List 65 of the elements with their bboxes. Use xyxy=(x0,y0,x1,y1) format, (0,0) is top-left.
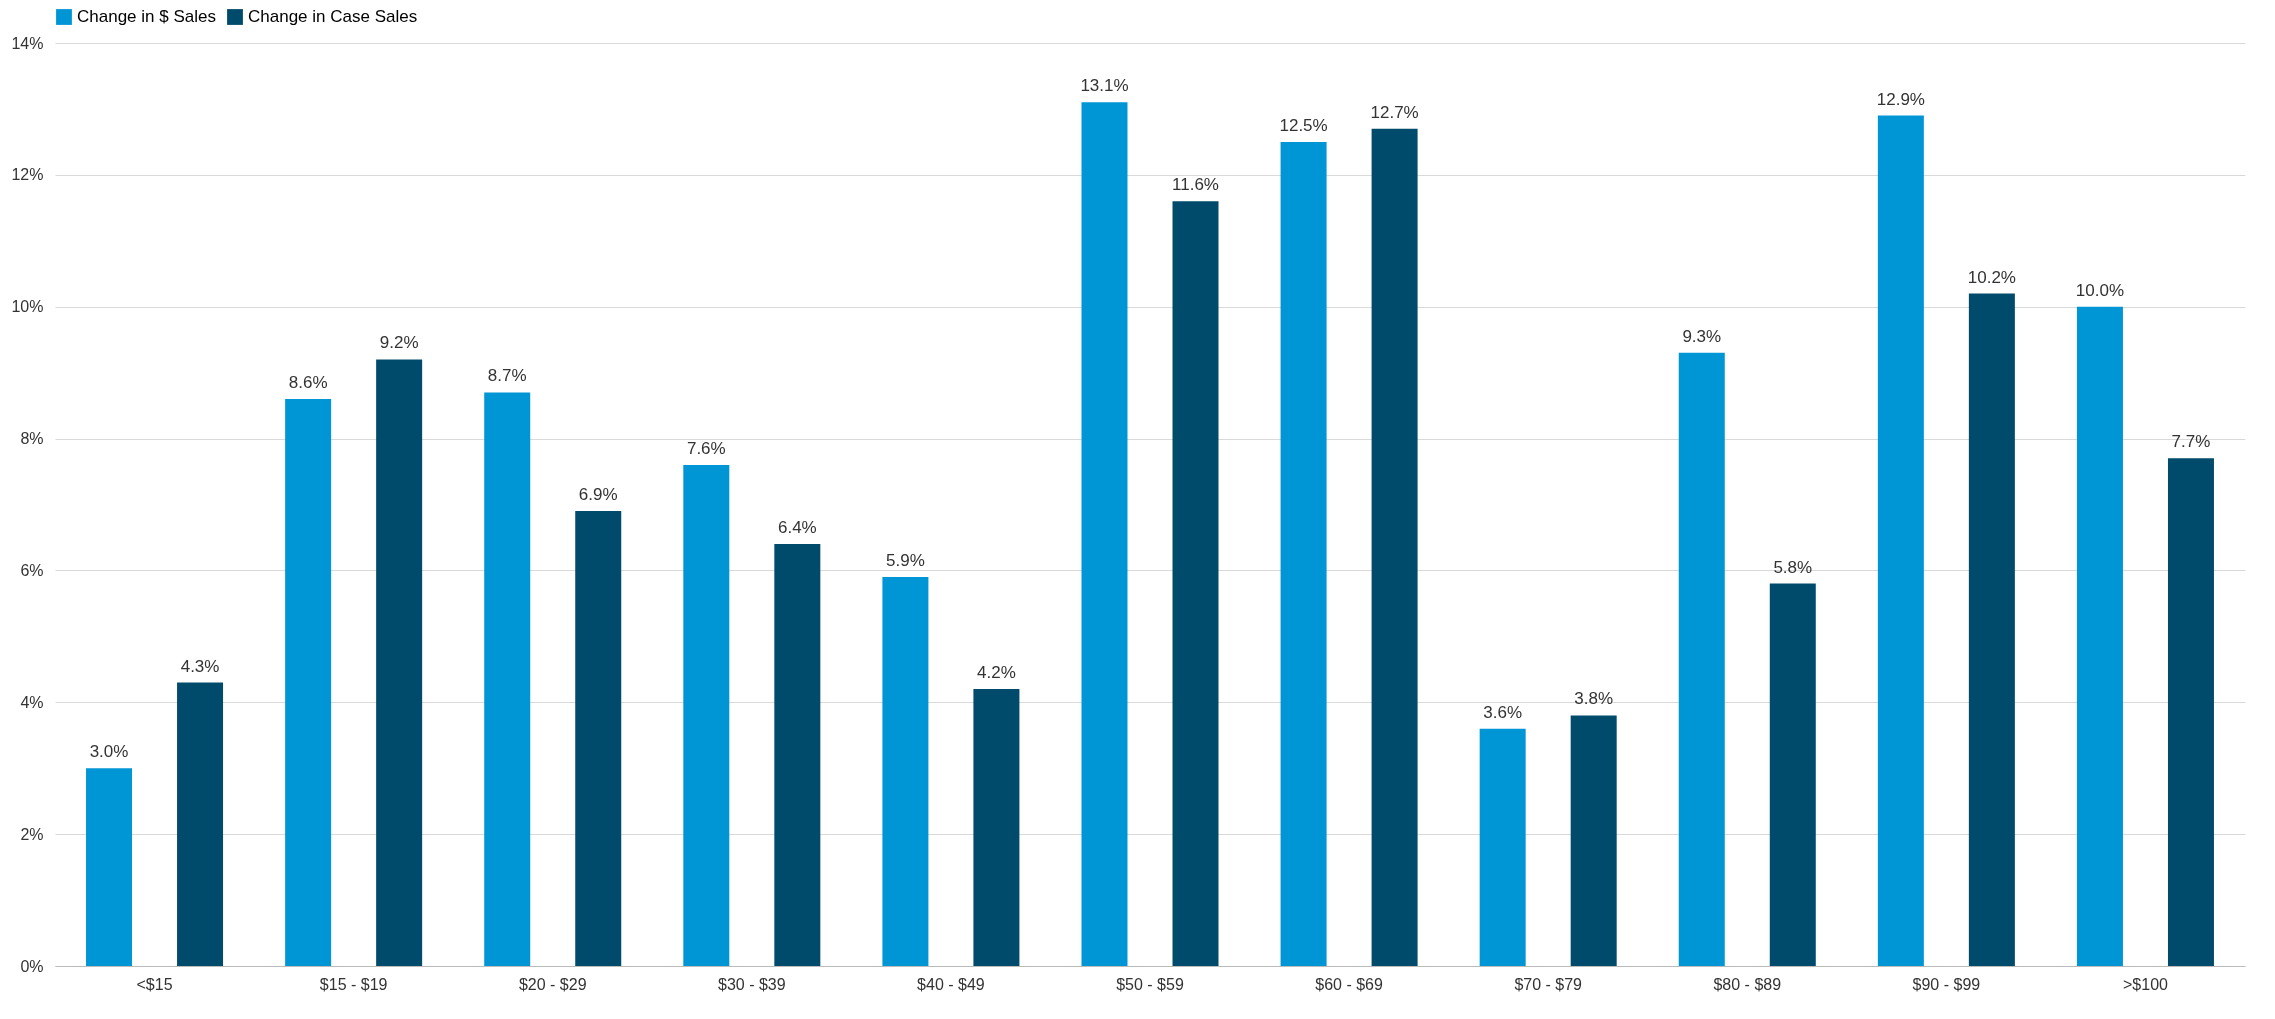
bar xyxy=(1172,201,1219,966)
bar xyxy=(1371,128,1418,966)
data-label: 4.2% xyxy=(977,663,1016,683)
bar xyxy=(2167,458,2214,966)
bar xyxy=(774,544,821,966)
bar xyxy=(1570,715,1617,966)
data-label: 9.2% xyxy=(379,333,419,353)
bar xyxy=(1280,141,1327,966)
bar xyxy=(575,511,622,966)
data-label: 10.0% xyxy=(2075,280,2125,300)
bar xyxy=(285,399,332,966)
bar xyxy=(376,359,423,966)
y-tick-label: 6% xyxy=(20,561,44,579)
x-tick-label: $40 - $49 xyxy=(917,975,985,993)
data-label: 3.0% xyxy=(89,742,129,762)
y-tick-label: 2% xyxy=(20,825,44,843)
data-label: 4.3% xyxy=(180,656,220,676)
legend-label: Change in $ Sales xyxy=(77,7,216,26)
y-tick-label: 14% xyxy=(11,34,44,52)
bar xyxy=(1769,583,1816,966)
bar xyxy=(177,682,224,966)
x-tick-label: $60 - $69 xyxy=(1315,975,1383,993)
x-tick-label: $70 - $79 xyxy=(1514,975,1583,993)
bar xyxy=(683,464,730,966)
data-label: 5.9% xyxy=(886,551,925,571)
y-tick-label: 0% xyxy=(20,957,44,975)
x-tick-label: $50 - $59 xyxy=(1116,975,1184,993)
data-label: 13.1% xyxy=(1080,76,1129,96)
bar xyxy=(2076,306,2123,966)
y-tick-label: 10% xyxy=(11,298,44,316)
bar xyxy=(1081,102,1128,966)
bar xyxy=(882,577,929,966)
bar xyxy=(86,768,133,966)
data-label: 9.3% xyxy=(1682,326,1722,346)
data-label: 3.6% xyxy=(1483,702,1523,722)
data-label: 11.6% xyxy=(1172,175,1219,195)
x-tick-label: >$100 xyxy=(2122,975,2169,993)
data-label: 5.8% xyxy=(1773,557,1813,577)
x-tick-label: $80 - $89 xyxy=(1713,975,1782,993)
data-label: 8.6% xyxy=(288,373,328,393)
bar xyxy=(484,392,531,966)
bar xyxy=(1678,352,1725,966)
y-tick-label: 12% xyxy=(11,166,44,184)
data-label: 7.7% xyxy=(2171,432,2211,452)
data-label: 12.5% xyxy=(1279,115,1328,135)
data-label: 8.7% xyxy=(487,366,527,386)
x-tick-label: <$15 xyxy=(136,975,173,993)
y-tick-label: 4% xyxy=(20,693,44,711)
data-label: 12.7% xyxy=(1370,102,1419,122)
data-label: 6.4% xyxy=(777,518,817,538)
x-tick-label: $30 - $39 xyxy=(718,975,786,993)
data-label: 3.8% xyxy=(1574,689,1614,709)
bar xyxy=(973,689,1020,966)
x-tick-label: $90 - $99 xyxy=(1912,975,1981,993)
data-label: 10.2% xyxy=(1967,267,2016,287)
legend-label: Change in Case Sales xyxy=(248,7,418,26)
data-label: 6.9% xyxy=(578,485,618,505)
y-tick-label: 8% xyxy=(20,430,44,448)
data-label: 12.9% xyxy=(1876,89,1925,109)
bar xyxy=(1968,293,2015,966)
x-tick-label: $15 - $19 xyxy=(319,975,388,993)
data-label: 7.6% xyxy=(686,438,726,458)
bar xyxy=(1877,115,1924,966)
x-tick-label: $20 - $29 xyxy=(518,975,587,993)
bar xyxy=(1479,728,1526,966)
